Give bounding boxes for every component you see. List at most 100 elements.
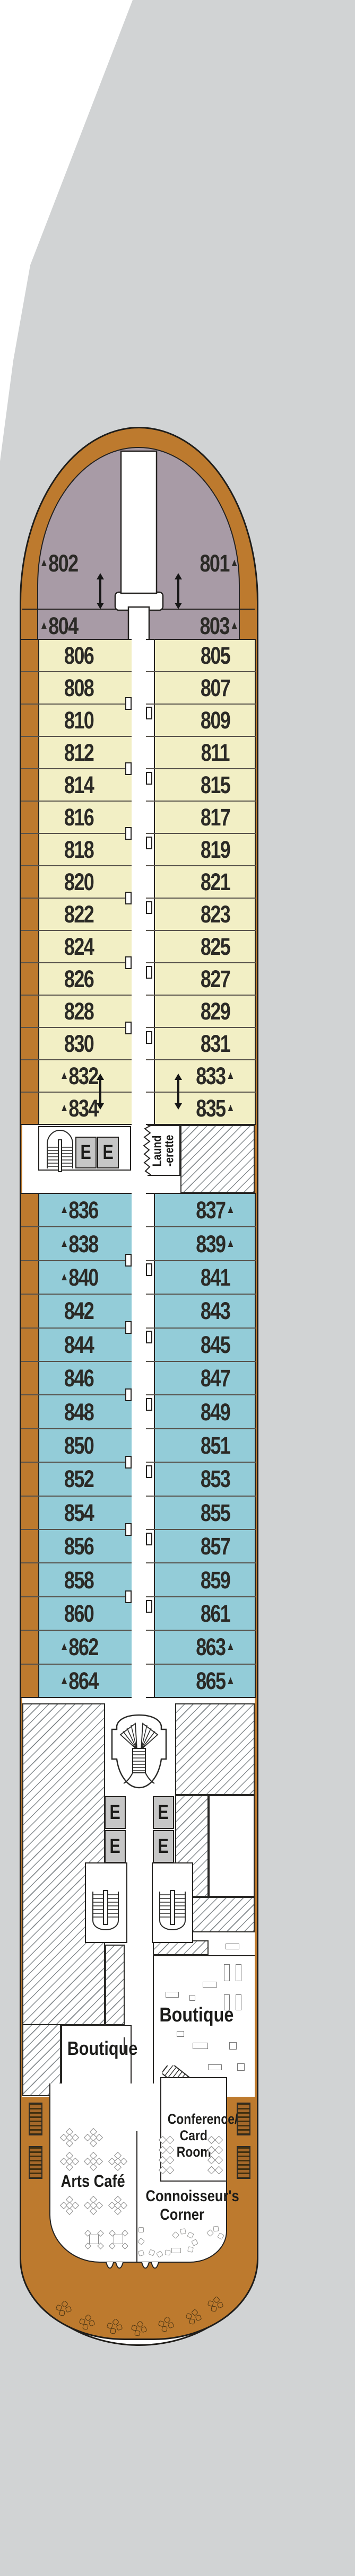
- cabin-row: 856 857: [21, 1529, 256, 1563]
- cabin-right: 839 ▲: [153, 1227, 256, 1260]
- cabin-number: 847: [201, 1365, 231, 1392]
- elevator-box: E: [97, 1137, 119, 1168]
- cabin-row: 808 807: [21, 671, 256, 704]
- balcony-band: [21, 1563, 38, 1596]
- cafe-table-icon: [89, 2235, 99, 2244]
- triangle-icon: ▲: [39, 619, 49, 631]
- cabin-number: 825: [201, 933, 231, 960]
- cabin-row: ▲ 838 839 ▲: [21, 1226, 256, 1260]
- triangle-icon: ▲: [39, 557, 49, 569]
- cabin-number: 811: [201, 739, 230, 766]
- balcony-band: [21, 1060, 38, 1092]
- cabin-number: 810: [64, 707, 94, 734]
- triangle-icon: ▲: [60, 1640, 69, 1653]
- boutique-fixture-icon: [208, 2064, 222, 2070]
- corridor: [132, 639, 146, 1125]
- cabin-number: 844: [64, 1331, 94, 1358]
- cabin-804: ▲ 804: [39, 612, 79, 639]
- cabin-number: ▲ 838: [60, 1230, 99, 1258]
- cabin-right: 863 ▲: [153, 1631, 256, 1664]
- stern-chair-icon: [110, 2328, 116, 2334]
- cabin-number: 850: [64, 1432, 94, 1460]
- cabin-row: 848 849: [21, 1394, 256, 1428]
- cafe-divider-wall: [136, 2131, 137, 2262]
- elevator-box: E: [153, 1830, 174, 1863]
- cabin-left: 860: [38, 1597, 140, 1630]
- cabin-number: ▲ 840: [60, 1264, 99, 1291]
- cabin-number: 863 ▲: [195, 1633, 235, 1661]
- up-down-arrow-icon: [175, 573, 182, 609]
- cabin-row: 810 809: [21, 704, 256, 736]
- cabin-left: ▲ 836: [38, 1194, 140, 1227]
- cabin-number: 820: [64, 868, 94, 895]
- deck-vent: [29, 2103, 42, 2135]
- cabin-right: 823: [153, 899, 256, 930]
- triangle-icon: ▲: [60, 1674, 69, 1686]
- cabin-right: 847: [153, 1362, 256, 1395]
- cabin-number: 849: [201, 1398, 231, 1426]
- door-alcove: [146, 772, 152, 785]
- cabin-number: 855: [201, 1499, 231, 1526]
- cabin-right: 809: [153, 705, 256, 736]
- cabin-right: 851: [153, 1429, 256, 1462]
- cabin-number: 816: [64, 804, 94, 831]
- cabin-number: ▲ 836: [60, 1197, 99, 1224]
- cabin-left: 816: [38, 802, 140, 833]
- cabin-right: 855: [153, 1496, 256, 1529]
- balcony-band: [21, 1665, 38, 1697]
- cabin-left: 810: [38, 705, 140, 736]
- cabin-right: 853: [153, 1463, 256, 1496]
- cabin-left: 848: [38, 1395, 140, 1428]
- cabin-number: 819: [201, 836, 231, 863]
- cabin-right: 849: [153, 1395, 256, 1428]
- cabin-row: 828 829: [21, 995, 256, 1027]
- triangle-icon: ▲: [60, 1069, 69, 1082]
- corridor: [132, 1193, 146, 1698]
- cabin-number: ▲ 862: [60, 1633, 99, 1661]
- door-alcove: [125, 827, 132, 840]
- triangle-icon: ▲: [226, 1640, 235, 1653]
- door-alcove: [125, 892, 132, 904]
- balcony-band: [21, 672, 38, 704]
- door-alcove: [146, 901, 152, 914]
- cabin-number: 852: [64, 1465, 94, 1493]
- cabin-row: 850 851: [21, 1428, 256, 1462]
- cabin-left: 828: [38, 996, 140, 1027]
- cabin-right: 865 ▲: [153, 1664, 256, 1698]
- deck-vent: [237, 2146, 250, 2179]
- door-alcove: [146, 837, 152, 849]
- connoisseur-chair-icon: [180, 2228, 186, 2235]
- cabin-number: 854: [64, 1499, 94, 1526]
- service-area-hatch: [180, 1125, 255, 1193]
- hatch-area: [22, 2024, 61, 2096]
- balcony-band: [21, 1631, 38, 1663]
- stern-chair-icon: [211, 2306, 217, 2312]
- cabin-left: 856: [38, 1530, 140, 1563]
- cabin-number: 833 ▲: [195, 1062, 235, 1089]
- cabin-right: 843: [153, 1295, 256, 1327]
- cabin-number: 815: [201, 771, 231, 798]
- conference-card-room-label: Conference/ Card Room: [167, 2111, 238, 2160]
- cabin-number: 843: [201, 1297, 231, 1325]
- cabin-row: 846 847: [21, 1361, 256, 1395]
- triangle-icon: ▲: [226, 1237, 235, 1250]
- cabin-number: 808: [64, 674, 94, 701]
- door-swing-icon: [141, 2262, 159, 2269]
- door-alcove: [125, 1590, 132, 1603]
- door-alcove: [125, 1022, 132, 1034]
- balcony-band: [21, 705, 38, 736]
- cafe-table-icon: [114, 2235, 123, 2244]
- cabin-left: 850: [38, 1429, 140, 1462]
- cabin-right: 821: [153, 866, 256, 898]
- triangle-icon: ▲: [226, 1203, 235, 1216]
- cabin-number: 822: [64, 901, 94, 928]
- cabin-left: 854: [38, 1496, 140, 1529]
- stern-chair-icon: [161, 2326, 168, 2332]
- boutique-fixture-icon: [203, 1982, 217, 1988]
- cabin-right: 827: [153, 963, 256, 995]
- triangle-icon: ▲: [60, 1271, 69, 1283]
- balcony-band: [21, 866, 38, 898]
- door-alcove: [125, 1523, 132, 1536]
- cabin-left: 822: [38, 899, 140, 930]
